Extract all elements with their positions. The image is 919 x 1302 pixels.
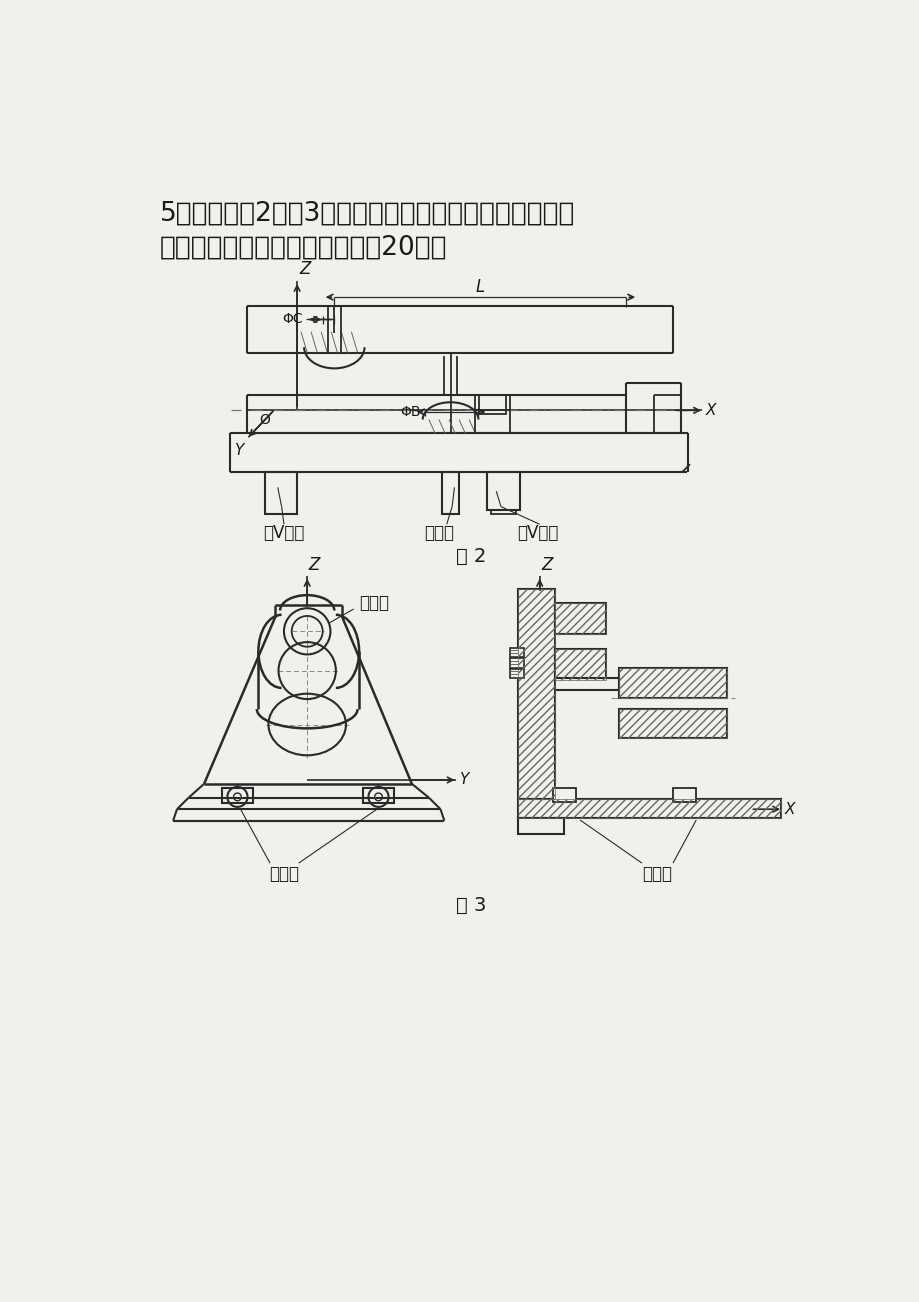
Text: 短V形块: 短V形块 <box>516 525 558 543</box>
Text: Y: Y <box>234 443 244 458</box>
Text: ΦC: ΦC <box>281 312 302 327</box>
Text: 菱形销: 菱形销 <box>424 525 453 543</box>
Bar <box>517 799 780 819</box>
Bar <box>554 648 605 680</box>
Text: 菱形销: 菱形销 <box>358 594 389 612</box>
Bar <box>221 788 253 803</box>
Text: 支承板: 支承板 <box>641 865 672 883</box>
Text: 短V形块: 短V形块 <box>263 525 304 543</box>
Text: O: O <box>259 413 269 427</box>
Bar <box>618 710 726 738</box>
Text: ΦB: ΦB <box>400 405 421 419</box>
Bar <box>554 677 618 690</box>
Text: 度？分别属于哪种定位方式？（20分）: 度？分别属于哪种定位方式？（20分） <box>160 234 447 260</box>
Text: 图 3: 图 3 <box>456 896 486 914</box>
Text: Z: Z <box>309 556 320 574</box>
Text: X: X <box>784 802 794 816</box>
Text: X: X <box>705 402 715 418</box>
Bar <box>517 589 554 799</box>
Text: L: L <box>475 277 484 296</box>
Bar <box>265 471 297 514</box>
Bar <box>491 510 516 514</box>
Text: 图 2: 图 2 <box>456 547 486 566</box>
Text: 5．试确定图2、图3中各定位元件限制了工件哪几个自由: 5．试确定图2、图3中各定位元件限制了工件哪几个自由 <box>160 201 574 227</box>
Bar <box>510 647 524 656</box>
Text: Y: Y <box>459 772 468 788</box>
Bar <box>479 395 505 414</box>
Bar <box>618 668 726 698</box>
Bar <box>517 799 780 819</box>
Text: Z: Z <box>299 260 311 277</box>
Bar <box>618 710 726 738</box>
Bar <box>554 603 605 634</box>
Bar <box>618 668 726 698</box>
Bar <box>552 788 575 802</box>
Bar <box>673 788 696 802</box>
Bar <box>554 648 605 680</box>
Text: 支承钉: 支承钉 <box>268 865 299 883</box>
Bar <box>363 788 393 803</box>
Bar <box>554 603 605 634</box>
Bar <box>441 471 459 514</box>
Bar <box>517 819 564 833</box>
Bar <box>510 659 524 668</box>
Bar <box>486 471 519 510</box>
Bar <box>510 669 524 678</box>
Bar <box>517 589 554 799</box>
Text: Z: Z <box>540 556 552 574</box>
